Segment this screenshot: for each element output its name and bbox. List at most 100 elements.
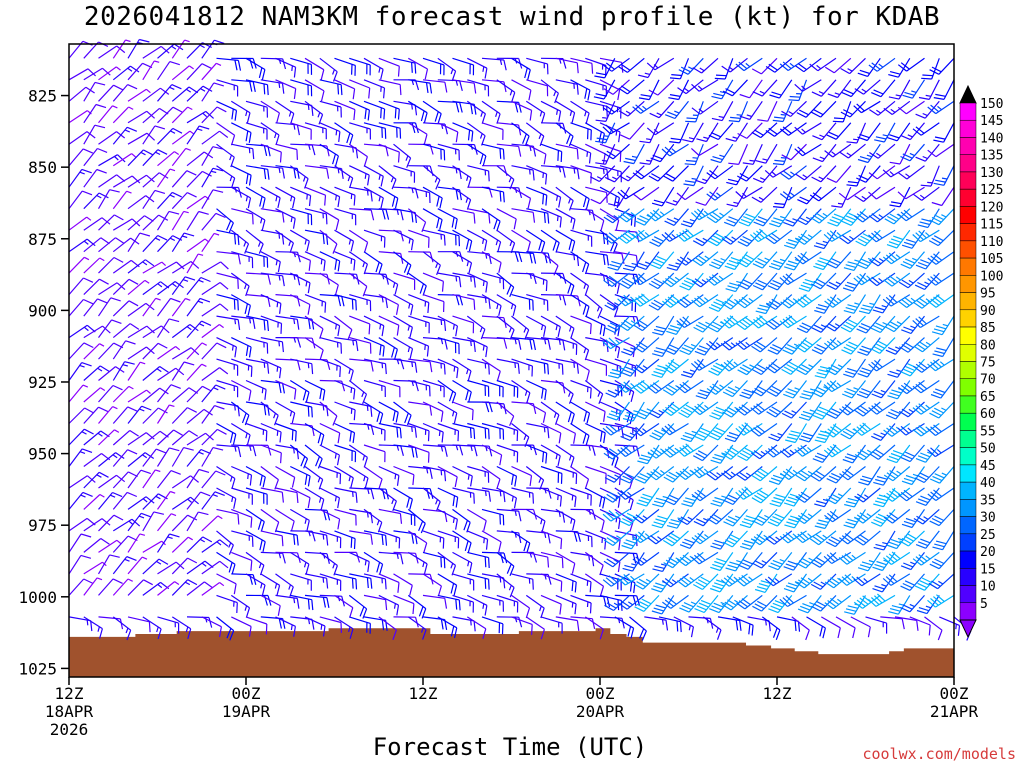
wind-barb bbox=[112, 556, 137, 575]
wind-barb bbox=[570, 79, 591, 101]
wind-barb bbox=[171, 232, 195, 253]
wind-barb bbox=[912, 229, 940, 243]
wind-barb bbox=[691, 272, 719, 288]
wind-barb bbox=[555, 573, 577, 593]
wind-barb bbox=[691, 100, 719, 115]
wind-barb bbox=[720, 358, 748, 372]
wind-barb bbox=[422, 165, 441, 190]
wind-barb bbox=[739, 100, 763, 120]
wind-barb bbox=[98, 578, 123, 596]
wind-barb bbox=[201, 539, 229, 553]
wind-barb bbox=[157, 43, 184, 59]
wind-barb bbox=[319, 57, 338, 82]
wind-barb bbox=[812, 143, 837, 163]
wind-barb bbox=[393, 100, 418, 116]
wind-barb bbox=[422, 401, 444, 422]
wind-barb bbox=[481, 551, 508, 564]
wind-barb bbox=[721, 444, 748, 460]
wind-barb bbox=[127, 110, 156, 124]
wind-barb bbox=[882, 251, 911, 265]
wind-barb bbox=[526, 551, 550, 568]
wind-barb bbox=[83, 493, 105, 510]
wind-barb bbox=[831, 186, 852, 208]
wind-barb bbox=[751, 186, 778, 203]
wind-barb bbox=[540, 165, 566, 178]
terrain-fill bbox=[69, 628, 954, 677]
wind-barb bbox=[781, 401, 807, 419]
wind-barb bbox=[157, 61, 180, 81]
wind-barb bbox=[614, 508, 634, 532]
wind-barb bbox=[304, 315, 324, 339]
colorbar-label: 100 bbox=[980, 269, 1003, 284]
wind-barb bbox=[83, 518, 111, 532]
wind-barb bbox=[378, 401, 399, 423]
wind-barb bbox=[692, 57, 719, 74]
wind-barb bbox=[708, 423, 734, 441]
wind-barb bbox=[622, 552, 645, 572]
wind-barb bbox=[437, 358, 459, 379]
wind-barb bbox=[98, 297, 121, 317]
wind-barb bbox=[407, 208, 427, 233]
wind-barb bbox=[664, 208, 689, 226]
wind-barb bbox=[363, 79, 386, 99]
wind-barb bbox=[791, 616, 810, 641]
wind-barb bbox=[496, 143, 522, 157]
wind-barb bbox=[171, 297, 191, 317]
wind-barb bbox=[584, 380, 604, 405]
wind-barb bbox=[378, 487, 397, 512]
wind-barb bbox=[738, 208, 763, 227]
wind-barb bbox=[348, 380, 368, 405]
wind-barb bbox=[407, 122, 428, 145]
wind-barb bbox=[407, 508, 426, 534]
wind-barb bbox=[83, 616, 103, 639]
wind-barb bbox=[260, 573, 281, 596]
wind-barb bbox=[201, 146, 224, 167]
wind-barb bbox=[783, 487, 807, 507]
wind-barb bbox=[334, 487, 358, 503]
wind-barb bbox=[112, 126, 138, 145]
wind-barb bbox=[452, 251, 473, 274]
wind-barb bbox=[843, 358, 866, 378]
wind-barb bbox=[898, 272, 925, 289]
wind-barb bbox=[334, 186, 356, 206]
wind-barb bbox=[437, 465, 458, 488]
wind-barb bbox=[393, 337, 414, 359]
wind-barb bbox=[245, 573, 266, 596]
wind-barb bbox=[393, 594, 415, 615]
wind-barb bbox=[378, 186, 399, 209]
wind-barb bbox=[98, 406, 118, 424]
wind-barb bbox=[839, 229, 866, 245]
wind-barb bbox=[620, 466, 645, 484]
wind-barb bbox=[825, 315, 852, 332]
wind-barb bbox=[927, 487, 955, 501]
wind-barb bbox=[540, 551, 564, 569]
wind-barb bbox=[839, 143, 866, 159]
wind-barb bbox=[585, 487, 606, 509]
wind-barb bbox=[496, 337, 522, 350]
wind-barb bbox=[290, 272, 311, 294]
wind-barb bbox=[231, 444, 257, 457]
wind-barb bbox=[186, 363, 207, 381]
wind-barb bbox=[811, 100, 837, 118]
wind-barb bbox=[526, 315, 547, 337]
wind-barb bbox=[883, 100, 911, 115]
wind-barb bbox=[525, 594, 545, 619]
wind-barb bbox=[83, 471, 109, 489]
colorbar-label: 10 bbox=[980, 580, 996, 595]
wind-barb bbox=[319, 79, 343, 96]
wind-barb bbox=[319, 530, 342, 549]
wind-barb bbox=[349, 165, 370, 186]
wind-barb bbox=[68, 298, 94, 317]
wind-barb bbox=[112, 153, 136, 167]
x-tick-label: 00Z bbox=[586, 684, 615, 703]
wind-barb bbox=[422, 551, 446, 569]
wind-barb bbox=[216, 315, 241, 330]
wind-barb bbox=[452, 79, 477, 94]
colorbar-swatch bbox=[959, 499, 977, 517]
wind-barb bbox=[839, 401, 866, 416]
wind-barb bbox=[319, 100, 342, 118]
wind-barb bbox=[690, 358, 719, 371]
wind-barb bbox=[617, 379, 645, 393]
wind-barb bbox=[710, 143, 734, 164]
wind-barb bbox=[755, 294, 778, 315]
